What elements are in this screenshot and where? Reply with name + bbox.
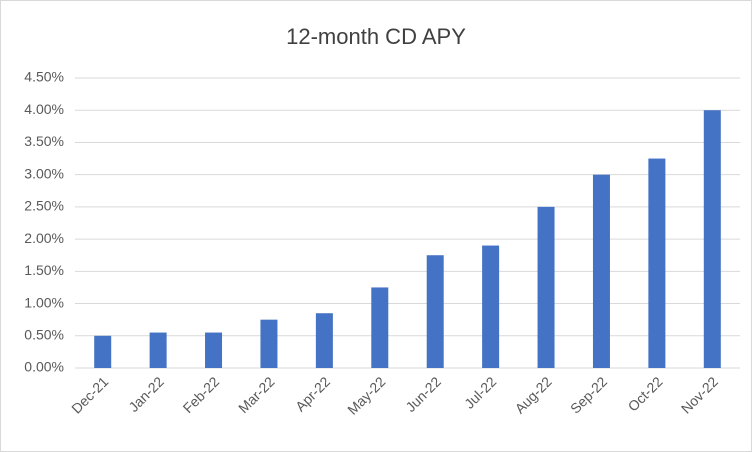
bar [426, 255, 444, 368]
y-tick-label: 1.00% [24, 294, 64, 310]
bar [482, 245, 500, 368]
y-tick-label: 4.50% [24, 69, 64, 85]
y-tick-label: 0.50% [24, 326, 64, 342]
bar [371, 287, 389, 368]
bar [537, 206, 555, 368]
bar [149, 332, 167, 368]
y-tick-label: 0.00% [24, 359, 64, 375]
y-tick-label: 2.00% [24, 230, 64, 246]
bar [703, 110, 721, 368]
y-tick-label: 3.00% [24, 165, 64, 181]
chart-title: 12-month CD APY [286, 24, 466, 49]
y-tick-label: 1.50% [24, 262, 64, 278]
bar [260, 319, 278, 368]
y-tick-label: 4.00% [24, 101, 64, 117]
bar [648, 158, 666, 368]
y-tick-label: 3.50% [24, 133, 64, 149]
bar [94, 335, 112, 368]
bar [205, 332, 223, 368]
bar [592, 174, 610, 368]
bar [315, 313, 333, 368]
y-tick-label: 2.50% [24, 198, 64, 214]
